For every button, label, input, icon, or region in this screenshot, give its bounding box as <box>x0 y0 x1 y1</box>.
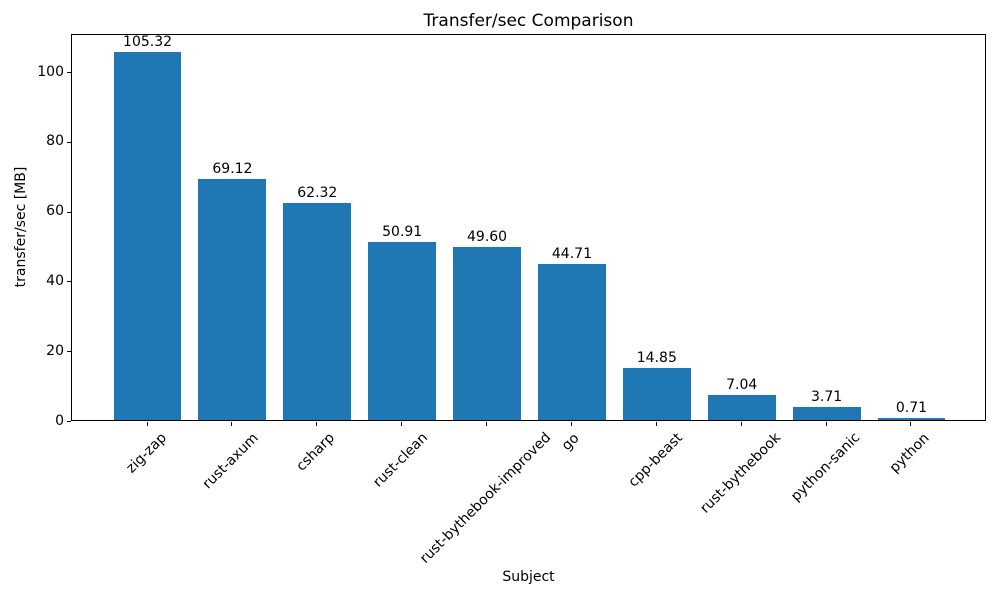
x-tick-label: rust-bythebook <box>696 430 784 517</box>
x-tick-label: rust-bythebook-improved <box>417 430 555 568</box>
y-tick-mark <box>67 421 71 422</box>
y-tick-mark <box>67 281 71 283</box>
bar-python-sanic <box>792 407 861 420</box>
x-tick-mark <box>486 422 488 426</box>
x-tick-mark <box>825 422 827 426</box>
x-tick-mark <box>401 422 403 426</box>
bar-rust-clean <box>368 242 437 420</box>
bar-csharp <box>283 202 352 420</box>
bar-value-label: 44.71 <box>551 245 592 262</box>
x-tick-label: cpp-beast <box>625 429 686 491</box>
bar-value-label: 0.71 <box>895 399 928 416</box>
bar-go <box>537 263 606 420</box>
y-tick-label: 40 <box>46 272 64 289</box>
bar-value-label: 105.32 <box>123 34 173 51</box>
x-tick-label: python <box>887 429 934 476</box>
x-tick-label: go <box>558 429 583 454</box>
x-tick-label: zig-zap <box>122 429 170 477</box>
x-tick-mark <box>316 422 318 426</box>
bar-rust-bythebook-improved <box>453 246 521 420</box>
x-axis-label: Subject <box>502 569 555 585</box>
y-tick-mark <box>67 141 71 143</box>
bar-zig-zap <box>113 52 182 420</box>
x-tick-mark <box>655 422 657 426</box>
x-tick-mark <box>231 422 233 426</box>
bar-value-label: 69.12 <box>212 160 253 177</box>
x-tick-label: python-sanic <box>787 429 863 506</box>
x-tick-mark <box>910 422 912 426</box>
x-tick-mark <box>740 422 742 426</box>
x-tick-label: rust-axum <box>200 430 263 493</box>
x-tick-label: csharp <box>293 429 339 475</box>
y-tick-label: 60 <box>46 203 64 220</box>
y-tick-label: 100 <box>37 63 64 80</box>
bar-value-label: 49.60 <box>467 228 508 245</box>
bar-value-label: 7.04 <box>726 377 758 394</box>
chart-title: Transfer/sec Comparison <box>423 11 634 31</box>
y-tick-label: 0 <box>55 412 64 429</box>
x-tick-mark <box>570 422 572 426</box>
y-tick-label: 20 <box>46 342 64 359</box>
plot-area: 105.32 69.12 62.32 50.91 49.60 44.71 14.85 7.04… <box>71 34 986 421</box>
x-tick-label: rust-clean <box>370 429 432 491</box>
bar-cpp-beast <box>622 368 691 420</box>
y-tick-mark <box>67 211 71 213</box>
bar-value-label: 50.91 <box>382 224 423 241</box>
y-axis-label: transfer/sec [MB] <box>13 166 29 288</box>
bar-value-label: 62.32 <box>297 184 338 201</box>
y-tick-mark <box>67 72 71 74</box>
x-tick-mark <box>146 422 148 426</box>
y-tick-mark <box>67 351 71 353</box>
bar-rust-bythebook <box>707 395 776 420</box>
bar-value-label: 14.85 <box>636 350 677 367</box>
bar-value-label: 3.71 <box>810 389 843 406</box>
bar-python <box>877 417 946 420</box>
y-tick-label: 80 <box>46 133 64 150</box>
bar-rust-axum <box>198 178 267 420</box>
